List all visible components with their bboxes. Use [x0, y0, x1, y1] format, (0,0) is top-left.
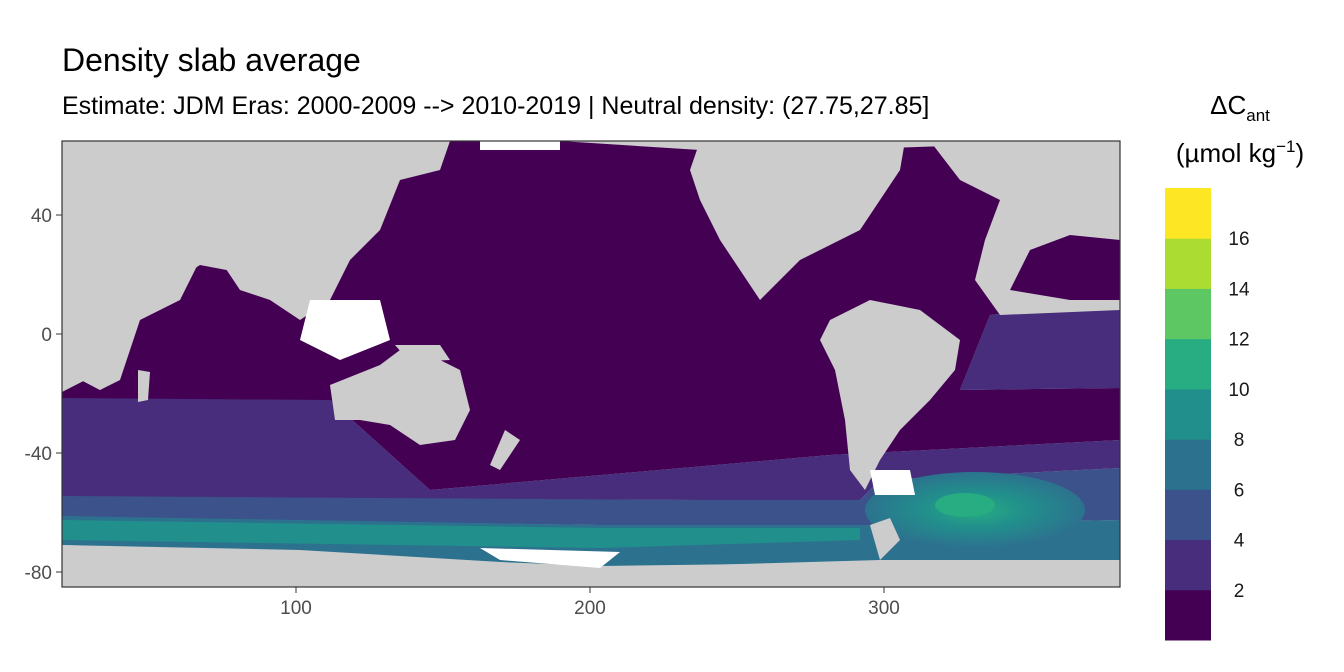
legend-colorbar — [1165, 188, 1211, 641]
legend-swatch — [1165, 288, 1211, 340]
legend-unit-open: (µmol kg — [1176, 138, 1276, 168]
legend-swatch — [1165, 489, 1211, 541]
land-greenland-europe — [930, 141, 1120, 315]
land-africa — [62, 255, 130, 392]
land-asia — [62, 141, 450, 390]
legend-break-label: 2 — [1234, 581, 1245, 602]
legend-labels: 2 4 6 8 10 12 14 16 — [1228, 229, 1250, 602]
x-tick-label: 300 — [868, 598, 900, 619]
legend-unit-superscript: −1 — [1276, 137, 1295, 156]
land-new-guinea — [395, 345, 450, 362]
ocean-band-2-4-southatlantic — [960, 300, 1120, 390]
nodata-patch-ross-sea — [480, 548, 620, 568]
legend-swatch — [1165, 188, 1211, 239]
land-new-zealand — [490, 430, 520, 470]
panel-border — [61, 140, 1121, 588]
legend-break-label: 8 — [1234, 430, 1245, 451]
land-antarctic-peninsula — [870, 518, 900, 560]
y-tick-label: 40 — [31, 206, 52, 227]
legend-break-label: 6 — [1234, 480, 1245, 501]
legend-unit: (µmol kg−1) — [1176, 137, 1304, 168]
ocean-band-4-6 — [62, 468, 1120, 525]
legend-title: ΔCant — [1210, 90, 1270, 125]
y-tick-label: 0 — [41, 325, 52, 346]
land-australia — [330, 350, 470, 445]
nodata-patch-southamerica-east — [870, 470, 915, 495]
y-tick-label: -40 — [25, 444, 52, 465]
x-axis: 100 200 300 — [280, 587, 900, 619]
y-tick-label: -80 — [25, 563, 52, 584]
legend-swatch — [1165, 238, 1211, 289]
land-madagascar — [138, 370, 150, 402]
legend-break-label: 12 — [1228, 330, 1249, 351]
land-antarctica — [62, 545, 1120, 587]
land-north-america — [690, 141, 905, 300]
chart-title: Density slab average — [62, 42, 361, 78]
weddell-core-10-12 — [935, 493, 995, 517]
legend-unit-close: ) — [1295, 138, 1304, 168]
x-tick-label: 200 — [574, 598, 606, 619]
legend-swatch — [1165, 388, 1211, 440]
legend-break-label: 16 — [1228, 229, 1249, 250]
x-tick-label: 100 — [280, 598, 312, 619]
legend-swatch — [1165, 338, 1211, 390]
legend-swatch — [1165, 589, 1211, 641]
legend-swatch — [1165, 439, 1211, 490]
chart-subtitle: Estimate: JDM Eras: 2000-2009 --> 2010-2… — [62, 92, 930, 120]
land-south-america — [820, 300, 960, 490]
legend-title-subscript: ant — [1246, 106, 1270, 125]
nodata-patch-indonesia — [300, 300, 390, 360]
legend-swatch — [1165, 539, 1211, 591]
legend-title-main: ΔC — [1210, 90, 1246, 120]
legend-break-label: 4 — [1234, 531, 1245, 552]
legend-break-label: 14 — [1228, 279, 1250, 300]
legend-break-label: 10 — [1228, 380, 1249, 401]
legend: ΔCant (µmol kg−1) 2 4 6 8 10 12 14 16 — [1165, 90, 1304, 641]
y-axis: 40 0 -40 -80 — [25, 206, 62, 584]
nodata-patch-arctic — [480, 141, 560, 150]
ocean-band-8-10-south — [62, 520, 860, 548]
map-panel — [62, 141, 1120, 587]
